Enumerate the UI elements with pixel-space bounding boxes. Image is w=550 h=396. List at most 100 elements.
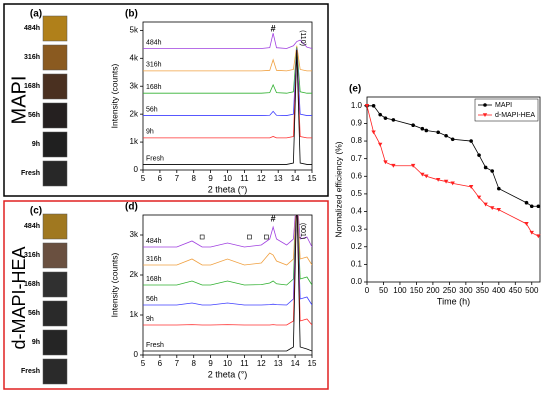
legend-box: [474, 98, 539, 122]
series-line: [143, 33, 312, 49]
series-label: 484h: [146, 39, 162, 46]
marker: [424, 174, 429, 179]
x-tick-label: 11: [240, 174, 249, 183]
series-line: [143, 49, 312, 139]
y-tick-label: 4k: [130, 53, 139, 62]
series-line: [143, 48, 312, 116]
panel-label: (b): [125, 9, 138, 20]
x-tick-label: 50: [379, 286, 388, 295]
x-tick-label: 150: [410, 286, 424, 295]
annotation: #: [271, 23, 276, 33]
y-tick-label: 0.0: [351, 277, 363, 286]
time-label: 316h: [24, 54, 40, 61]
y-tick-label: 2k: [130, 270, 139, 279]
series-line: [143, 49, 312, 165]
y-tick-label: 1k: [130, 137, 139, 146]
series-line: [143, 215, 312, 326]
y-tick-label: 0: [134, 350, 139, 359]
y-tick-label: 5k: [130, 25, 139, 34]
series-label: 316h: [146, 256, 162, 263]
marker: [410, 163, 416, 168]
marker: [468, 185, 474, 189]
x-tick-label: 12: [257, 174, 266, 183]
marker: [371, 130, 376, 135]
sample-photo: [42, 73, 68, 100]
y-tick-label: 0.3: [351, 224, 363, 233]
x-tick-label: 8: [191, 359, 196, 368]
panel-label: (e): [349, 84, 361, 95]
sample-photo: [42, 213, 68, 240]
y-tick-label: 0.9: [351, 119, 363, 128]
y-tick-label: 3k: [130, 81, 139, 90]
sample-photo: [42, 160, 68, 187]
x-tick-label: 6: [158, 174, 163, 183]
x-tick-label: 8: [191, 174, 196, 183]
panel-label: (d): [125, 202, 138, 213]
marker: [477, 153, 481, 157]
annotation: (001): [299, 223, 306, 239]
legend-label: MAPI: [495, 102, 512, 109]
y-tick-label: 1.0: [351, 101, 363, 110]
series-line: [367, 105, 539, 237]
time-label: 484h: [24, 25, 40, 32]
sample-photo: [42, 102, 68, 129]
y-tick-label: 0: [134, 165, 139, 174]
x-tick-label: 14: [291, 174, 300, 183]
y-axis-label: Normalized efficiency (%): [333, 141, 343, 237]
y-tick-label: 0.8: [351, 136, 363, 145]
marker: [524, 222, 529, 226]
legend-label: d-MAPI-HEA: [495, 112, 535, 119]
series-label: 484h: [146, 238, 162, 245]
x-tick-label: 5: [141, 359, 146, 368]
series-label: Fresh: [146, 155, 164, 162]
x-tick-label: 100: [393, 286, 407, 295]
y-tick-label: 2k: [130, 109, 139, 118]
x-tick-label: 10: [223, 359, 232, 368]
series-label: 56h: [146, 296, 158, 303]
marker: [420, 126, 425, 131]
series-line: [143, 45, 312, 72]
marker: [364, 104, 370, 108]
legend-marker: [483, 103, 487, 107]
x-tick-label: 350: [476, 286, 490, 295]
marker: [383, 116, 388, 120]
series-label: 56h: [146, 106, 158, 113]
marker: [411, 123, 415, 127]
x-tick-label: 0: [365, 286, 370, 295]
x-tick-label: 450: [509, 286, 523, 295]
x-tick-label: 500: [525, 286, 539, 295]
y-axis-label: Intensity (counts): [109, 252, 119, 317]
y-tick-label: 0.6: [351, 171, 363, 180]
annotation: (110): [299, 30, 306, 46]
series-line: [143, 215, 312, 352]
y-axis-label: Intensity (counts): [109, 63, 119, 128]
marker: [377, 142, 383, 147]
sample-photo: [42, 131, 68, 158]
marker: [529, 204, 534, 209]
marker: [536, 234, 541, 239]
panel-label: (a): [30, 9, 42, 20]
marker: [450, 181, 455, 186]
marker: [483, 202, 488, 207]
marker: [436, 130, 440, 135]
x-tick-label: 15: [308, 174, 317, 183]
x-tick-label: 400: [492, 286, 506, 295]
marker: [490, 206, 495, 210]
sample-photo: [42, 300, 68, 327]
time-label: Fresh: [21, 368, 40, 375]
marker: [529, 230, 534, 235]
plot-frame: [142, 21, 313, 171]
time-label: 484h: [24, 223, 40, 230]
series-line: [143, 215, 312, 248]
time-label: 56h: [28, 112, 40, 119]
sample-name: d-MAPI-HEA: [9, 246, 29, 349]
marker: [536, 204, 541, 209]
time-label: 316h: [24, 252, 40, 259]
time-label: 168h: [24, 83, 40, 90]
marker: [476, 195, 482, 200]
marker: [444, 133, 448, 138]
series-label: 316h: [146, 62, 162, 69]
marker: [469, 139, 473, 143]
impurity-marker: [264, 234, 269, 240]
